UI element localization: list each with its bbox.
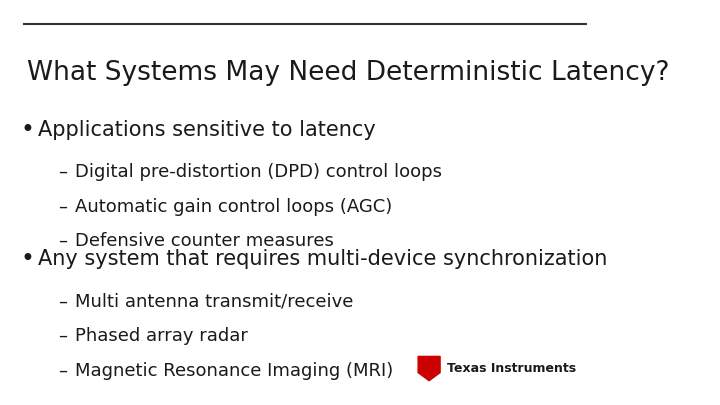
Text: Defensive counter measures: Defensive counter measures [75,232,334,250]
Text: –: – [58,362,67,379]
Text: –: – [58,163,67,181]
Text: Applications sensitive to latency: Applications sensitive to latency [38,119,377,140]
Text: –: – [58,232,67,250]
Polygon shape [418,356,440,381]
Text: –: – [58,198,67,215]
Text: Any system that requires multi-device synchronization: Any system that requires multi-device sy… [38,249,608,269]
Text: Phased array radar: Phased array radar [75,327,248,345]
Text: What Systems May Need Deterministic Latency?: What Systems May Need Deterministic Late… [27,60,670,86]
Text: Multi antenna transmit/receive: Multi antenna transmit/receive [75,293,354,311]
Text: Texas Instruments: Texas Instruments [447,362,577,375]
Text: –: – [58,293,67,311]
Text: Automatic gain control loops (AGC): Automatic gain control loops (AGC) [75,198,392,215]
Text: Digital pre-distortion (DPD) control loops: Digital pre-distortion (DPD) control loo… [75,163,442,181]
Text: •: • [20,117,34,142]
Text: ti: ti [425,361,433,371]
Text: Magnetic Resonance Imaging (MRI): Magnetic Resonance Imaging (MRI) [75,362,393,379]
Text: –: – [58,327,67,345]
Text: •: • [20,247,34,271]
